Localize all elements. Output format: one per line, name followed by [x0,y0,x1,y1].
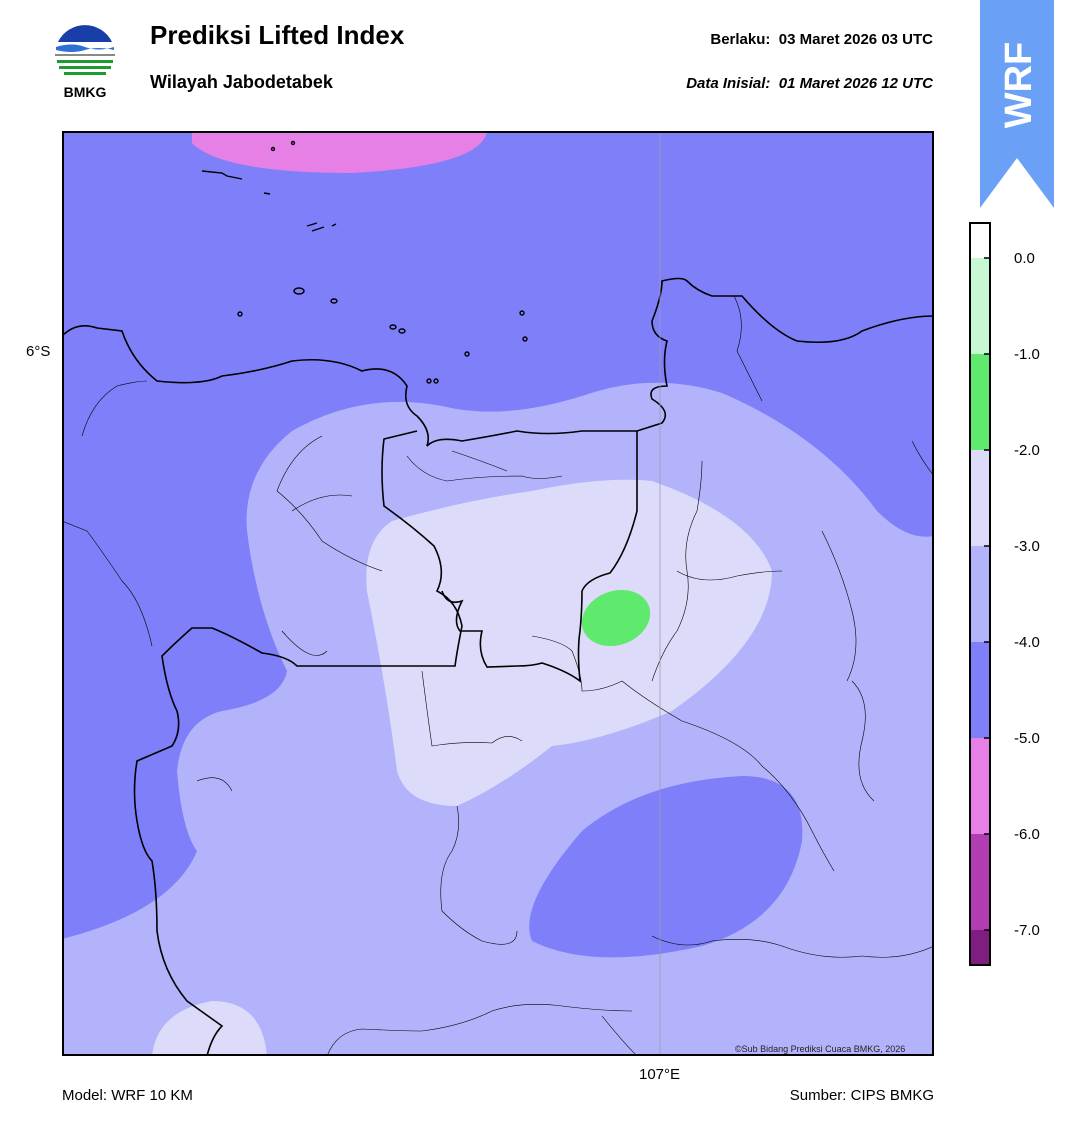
colorbar-top-cap [969,222,991,258]
colorbar-band-minus2-to-minus3 [969,450,991,546]
lifted-index-map [62,131,934,1056]
init-time-line: Data Inisial: 01 Maret 2026 12 UTC [686,75,933,92]
contour-minus4-to-minus5-south [529,776,803,958]
init-time-value: 01 Maret 2026 12 UTC [778,75,933,92]
model-label: Model: WRF 10 KM [62,1087,193,1104]
contour-minus4-to-minus5-north [62,131,934,939]
map-subtitle: Wilayah Jabodetabek [150,72,333,92]
colorbar [969,222,991,966]
colorbar-tick-label: 0.0 [1014,250,1035,267]
colorbar-tick-label: -4.0 [1014,634,1040,651]
contour-minus2-to-minus3-southwest [152,1001,267,1056]
colorbar-band-minus3-to-minus4 [969,546,991,642]
contour-minus1-to-minus2 [581,589,651,647]
wrf-badge: WRF [980,0,1054,208]
colorbar-tick-label: -3.0 [1014,538,1040,555]
logo-text: BMKG [63,84,107,100]
colorbar-band-minus4-to-minus5 [969,642,991,738]
islands [201,140,528,384]
colorbar-band-minus5-to-minus6 [969,738,991,834]
colorbar-tick-label: -1.0 [1014,346,1040,363]
contour-minus2-to-minus3-central [366,479,772,806]
init-time-label: Data Inisial: [686,75,771,92]
map-title: Prediksi Lifted Index [150,20,405,50]
province-boundary [133,430,463,1056]
province-boundary-east [441,431,638,683]
longitude-label: 107°E [639,1066,681,1083]
colorbar-tick-label: -5.0 [1014,730,1040,747]
valid-time-line: Berlaku: 03 Maret 2026 03 UTC [710,31,933,48]
colorbar-band-below-minus7 [969,930,991,966]
colorbar-tick-label: -6.0 [1014,826,1040,843]
bmkg-logo-icon [55,22,115,82]
source-label: Sumber: CIPS BMKG [789,1087,934,1104]
contour-minus5-to-minus6 [192,131,487,173]
valid-time-value: 03 Maret 2026 03 UTC [778,31,933,48]
coastline [62,277,934,447]
copyright-text: ©Sub Bidang Prediksi Cuaca BMKG, 2026 [735,1044,906,1054]
wrf-badge-text: WRF [998,42,1040,129]
district-boundaries [62,295,934,1056]
colorbar-tick-label: -7.0 [1014,922,1040,939]
colorbar-tick-label: -2.0 [1014,442,1040,459]
colorbar-band-minus6-to-minus7 [969,834,991,930]
latitude-label: 6°S [26,343,51,360]
valid-time-label: Berlaku: [710,31,771,48]
colorbar-band-minus1-to-minus2 [969,354,991,450]
colorbar-band-0-to-minus1 [969,258,991,354]
